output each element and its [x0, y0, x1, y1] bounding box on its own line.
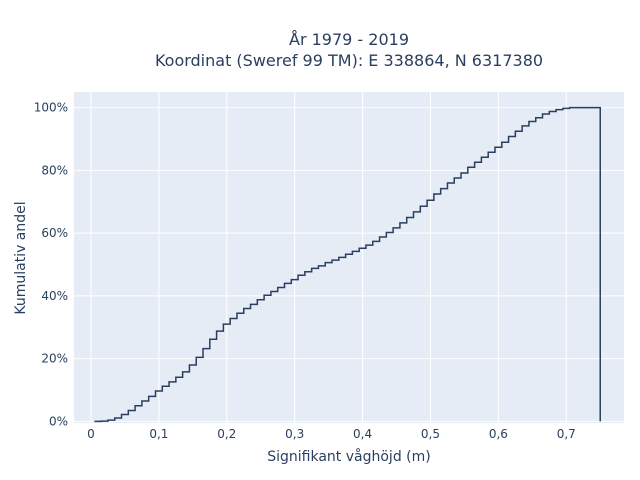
x-tick-labels: 0 0,1 0,2 0,3 0,4 0,5 0,6 0,7: [87, 427, 576, 441]
cumulative-step-line: [94, 106, 601, 423]
plot-background: [74, 92, 624, 423]
y-tick-label: 80%: [41, 163, 68, 177]
x-tick-label: 0,1: [149, 427, 168, 441]
y-tick-labels: 0% 20% 40% 60% 80% 100%: [34, 101, 68, 429]
chart-title-line2: Koordinat (Sweref 99 TM): E 338864, N 63…: [155, 51, 543, 70]
x-tick-label: 0,2: [217, 427, 236, 441]
x-tick-label: 0,4: [353, 427, 372, 441]
x-tick-label: 0,7: [557, 427, 576, 441]
y-axis-title: Kumulativ andel: [13, 201, 29, 314]
grid-layer: [74, 92, 624, 423]
x-tick-label: 0: [87, 427, 95, 441]
x-tick-label: 0,5: [421, 427, 440, 441]
x-tick-label: 0,6: [489, 427, 508, 441]
y-tick-label: 60%: [41, 226, 68, 240]
y-tick-label: 0%: [49, 414, 68, 428]
x-axis-title: Signifikant våghöjd (m): [267, 448, 430, 465]
y-tick-label: 20%: [41, 352, 68, 366]
y-tick-label: 40%: [41, 289, 68, 303]
y-tick-label: 100%: [34, 101, 68, 115]
chart-title-line1: År 1979 - 2019: [289, 30, 409, 49]
x-tick-label: 0,3: [285, 427, 304, 441]
